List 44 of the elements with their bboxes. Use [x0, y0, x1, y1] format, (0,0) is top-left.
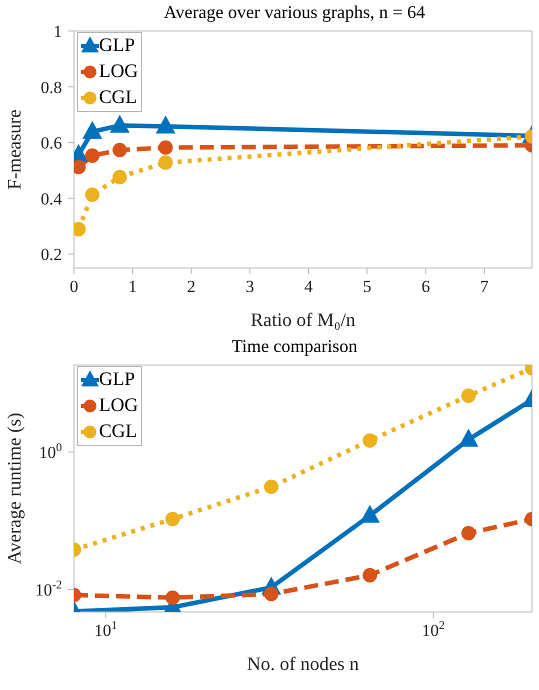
- point: [264, 480, 278, 494]
- y-axis-title: Average runtime (s): [4, 412, 26, 564]
- x-tick-label: 2: [187, 277, 196, 296]
- x-tick-label: 5: [362, 277, 372, 296]
- point: [112, 170, 127, 184]
- x-tick-label: 10$^{2}$: [422, 618, 445, 640]
- chart-title: Average over various graphs, n = 64: [164, 2, 426, 22]
- point: [362, 433, 378, 448]
- y-tick-label: 0.2: [40, 245, 62, 264]
- legend-label: CGL: [99, 421, 137, 443]
- y-tick-label: 0.6: [40, 134, 62, 153]
- point: [82, 120, 102, 139]
- point: [156, 116, 176, 134]
- y-tick-label: 1: [54, 22, 62, 41]
- legend-label: CGL: [99, 87, 137, 109]
- point: [461, 388, 476, 403]
- point: [85, 148, 100, 163]
- point: [461, 526, 476, 540]
- point: [362, 568, 378, 582]
- legend-label: GLP: [99, 369, 135, 391]
- x-axis-title: No. of nodes n: [247, 654, 360, 675]
- x-tick-label: 7: [480, 277, 490, 296]
- y-tick-label: 10$^{-2}$: [35, 577, 62, 600]
- y-tick-label: 10$^{0}$: [39, 440, 62, 462]
- legend-label: LOG: [99, 61, 138, 83]
- point: [110, 114, 130, 133]
- x-tick-label: 1: [128, 277, 137, 296]
- x-axis-title: Ratio of M₀/n: [250, 310, 356, 331]
- point: [85, 187, 100, 202]
- y-axis-title: F-measure: [4, 109, 26, 190]
- point: [112, 142, 127, 158]
- legend-label: GLP: [99, 35, 135, 57]
- point: [264, 586, 278, 602]
- y-tick-label: 0.8: [40, 78, 62, 97]
- x-tick-label: 10$^{1}$: [94, 618, 118, 640]
- point: [158, 155, 173, 170]
- x-tick-label: 4: [304, 277, 314, 296]
- legend-label: LOG: [99, 395, 138, 417]
- x-tick-label: 6: [421, 277, 430, 296]
- y-tick-label: 0.4: [40, 189, 62, 208]
- x-tick-label: 0: [70, 277, 78, 296]
- x-tick-label: 3: [246, 277, 254, 296]
- point: [158, 140, 173, 155]
- chart-title: Time comparison: [230, 335, 358, 358]
